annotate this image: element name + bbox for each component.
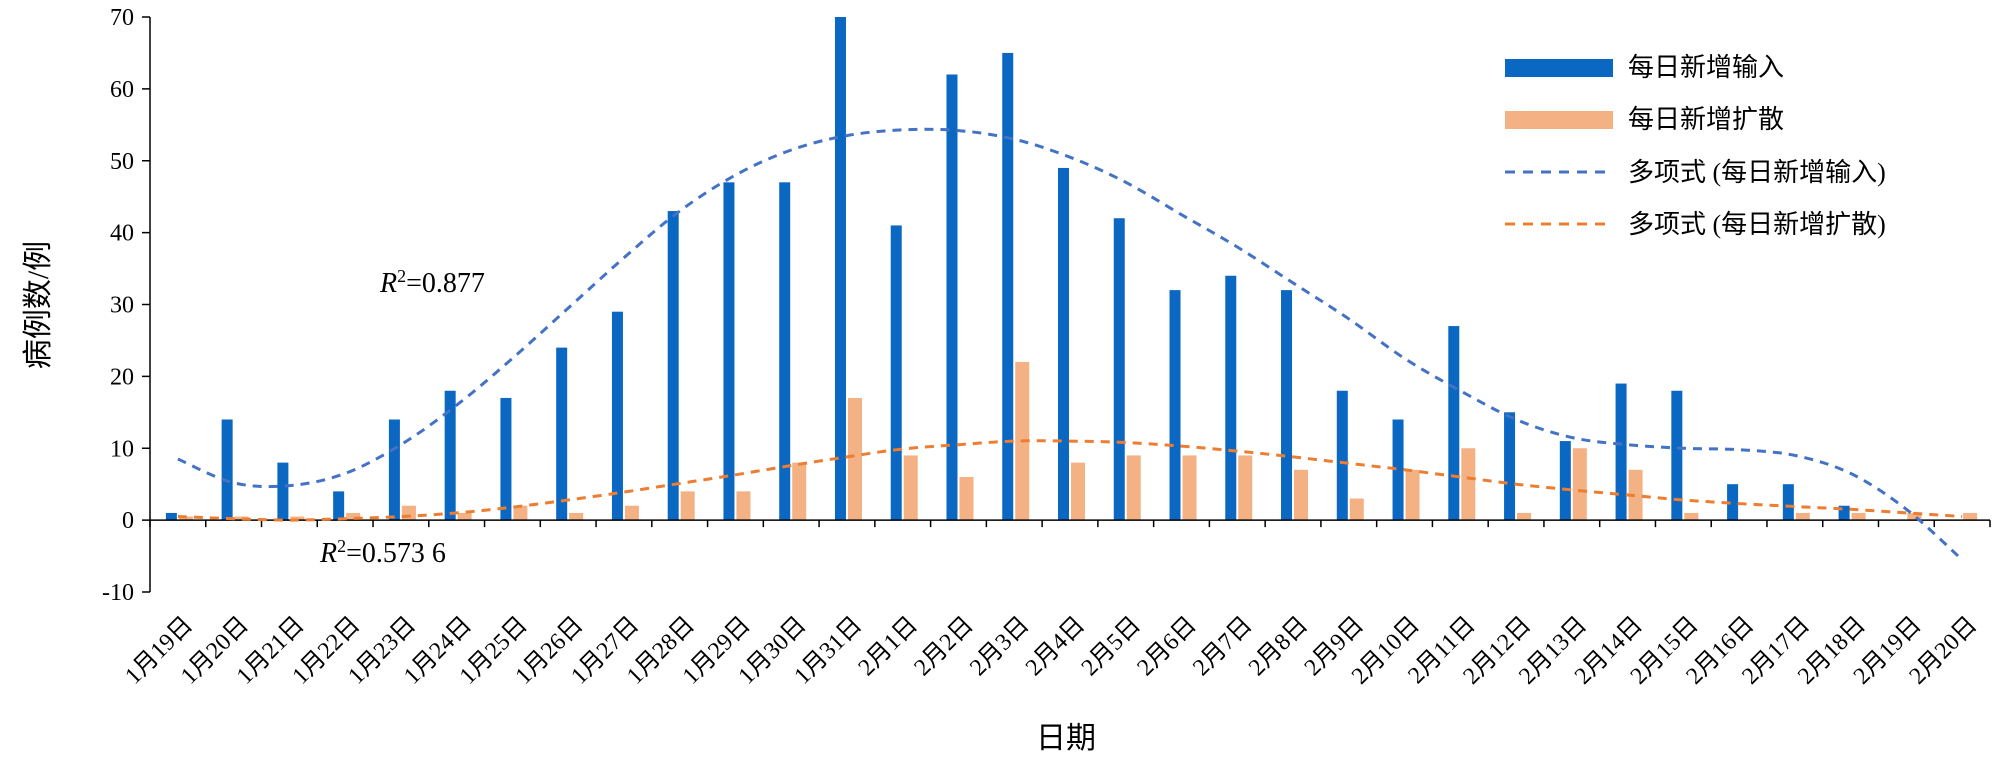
bar-input bbox=[946, 74, 958, 521]
bar-input bbox=[1615, 383, 1627, 521]
bar-spread bbox=[1349, 498, 1364, 521]
bar-spread bbox=[1238, 455, 1253, 521]
bar-input bbox=[1727, 484, 1739, 521]
y-tick-label: 30 bbox=[110, 293, 134, 319]
bar-spread bbox=[346, 512, 361, 521]
x-tick-label: 2月8日 bbox=[1244, 612, 1313, 681]
x-tick-label: 2月6日 bbox=[1132, 612, 1201, 681]
bar-spread bbox=[1572, 448, 1587, 521]
bar-spread bbox=[401, 505, 416, 521]
bar-input bbox=[1281, 290, 1293, 521]
bar-input bbox=[611, 311, 623, 521]
y-tick-label: 70 bbox=[110, 5, 134, 31]
bar-spread bbox=[290, 516, 305, 521]
bar-spread bbox=[792, 462, 807, 521]
bar-input bbox=[1782, 484, 1794, 521]
x-tick-label: 2月7日 bbox=[1188, 612, 1257, 681]
bar-input bbox=[667, 211, 679, 521]
bar-input bbox=[1671, 390, 1683, 521]
bar-input bbox=[1113, 218, 1125, 521]
bar-spread bbox=[234, 516, 249, 521]
bar-input bbox=[444, 390, 456, 521]
bar-input bbox=[556, 347, 568, 521]
series-input-bars bbox=[165, 17, 1850, 521]
bar-spread bbox=[569, 512, 584, 521]
x-tick-label: 2月5日 bbox=[1077, 612, 1146, 681]
trend-line-spread bbox=[177, 439, 1963, 522]
bar-input bbox=[1002, 52, 1014, 521]
bar-input bbox=[1392, 419, 1404, 521]
trend-line-input bbox=[177, 127, 1964, 561]
bar-spread bbox=[1907, 512, 1922, 521]
legend-swatch-input bbox=[1505, 59, 1613, 77]
bar-spread bbox=[1071, 462, 1085, 521]
bar-spread bbox=[1126, 455, 1141, 521]
bar-input bbox=[890, 225, 902, 521]
legend-label-trend-spread: 多项式 (每日新增扩散) bbox=[1628, 210, 1886, 239]
bar-spread bbox=[1517, 512, 1532, 521]
x-tick-label: 2月1日 bbox=[854, 612, 923, 681]
bar-spread bbox=[959, 477, 974, 521]
bar-input bbox=[277, 462, 289, 521]
bar-input bbox=[1336, 390, 1348, 521]
legend-label-input: 每日新增输入 bbox=[1628, 53, 1784, 82]
bar-input bbox=[333, 491, 345, 521]
bar-input bbox=[723, 182, 735, 521]
y-tick-label: 50 bbox=[110, 149, 134, 175]
legend-label-trend-input: 多项式 (每日新增输入) bbox=[1628, 158, 1886, 187]
bar-input bbox=[1504, 412, 1516, 521]
y-tick-label: 0 bbox=[122, 508, 134, 534]
bar-input bbox=[1169, 290, 1181, 521]
bar-spread bbox=[1628, 469, 1643, 521]
bar-input bbox=[1058, 167, 1069, 521]
bar-input bbox=[500, 397, 512, 521]
x-tick-label: 2月3日 bbox=[965, 612, 1034, 681]
bar-spread bbox=[1182, 455, 1197, 521]
x-tick-label: 2月4日 bbox=[1021, 612, 1090, 681]
bar-input bbox=[1838, 505, 1850, 521]
y-tick-label: 60 bbox=[110, 77, 134, 103]
bar-spread bbox=[1684, 512, 1699, 521]
y-tick-label: 10 bbox=[110, 436, 134, 462]
bar-spread bbox=[680, 491, 695, 521]
r2-annotation-spread: R2=0.573 6 bbox=[319, 536, 446, 569]
bar-spread bbox=[847, 397, 862, 521]
bar-spread bbox=[1461, 448, 1476, 521]
y-tick-label: 20 bbox=[110, 364, 134, 390]
legend-swatch-spread bbox=[1505, 111, 1613, 129]
bar-spread bbox=[903, 455, 918, 521]
bar-spread bbox=[513, 505, 528, 521]
bar-input bbox=[1448, 326, 1460, 521]
bar-spread bbox=[1851, 512, 1866, 521]
legend-label-spread: 每日新增扩散 bbox=[1628, 105, 1784, 134]
bar-spread bbox=[457, 512, 472, 521]
bar-spread bbox=[1795, 512, 1810, 521]
x-tick-label: 2月2日 bbox=[909, 612, 978, 681]
trend-lines bbox=[177, 127, 1964, 561]
bar-spread bbox=[624, 505, 639, 521]
bar-input bbox=[834, 17, 846, 521]
y-axis-title: 病例数/例 bbox=[22, 241, 55, 369]
y-tick-label: 40 bbox=[110, 221, 134, 247]
y-axis: -10 0 10 20 30 40 50 60 70 bbox=[102, 5, 151, 606]
bar-spread bbox=[736, 491, 751, 521]
bar-input bbox=[165, 512, 177, 521]
bar-spread bbox=[1405, 469, 1420, 521]
x-axis-title: 日期 bbox=[1036, 722, 1096, 755]
bar-spread bbox=[1963, 512, 1978, 521]
bar-input bbox=[1225, 275, 1237, 521]
y-tick-label: -10 bbox=[102, 580, 134, 606]
bar-input bbox=[388, 419, 400, 521]
bar-input bbox=[779, 182, 791, 521]
r2-annotation-input: R2=0.877 bbox=[379, 266, 485, 299]
bar-spread bbox=[1294, 469, 1309, 521]
bar-input bbox=[221, 419, 233, 521]
bar-input bbox=[1559, 441, 1571, 521]
legend: 每日新增输入 每日新增扩散 多项式 (每日新增输入) 多项式 (每日新增扩散) bbox=[1505, 53, 1886, 239]
